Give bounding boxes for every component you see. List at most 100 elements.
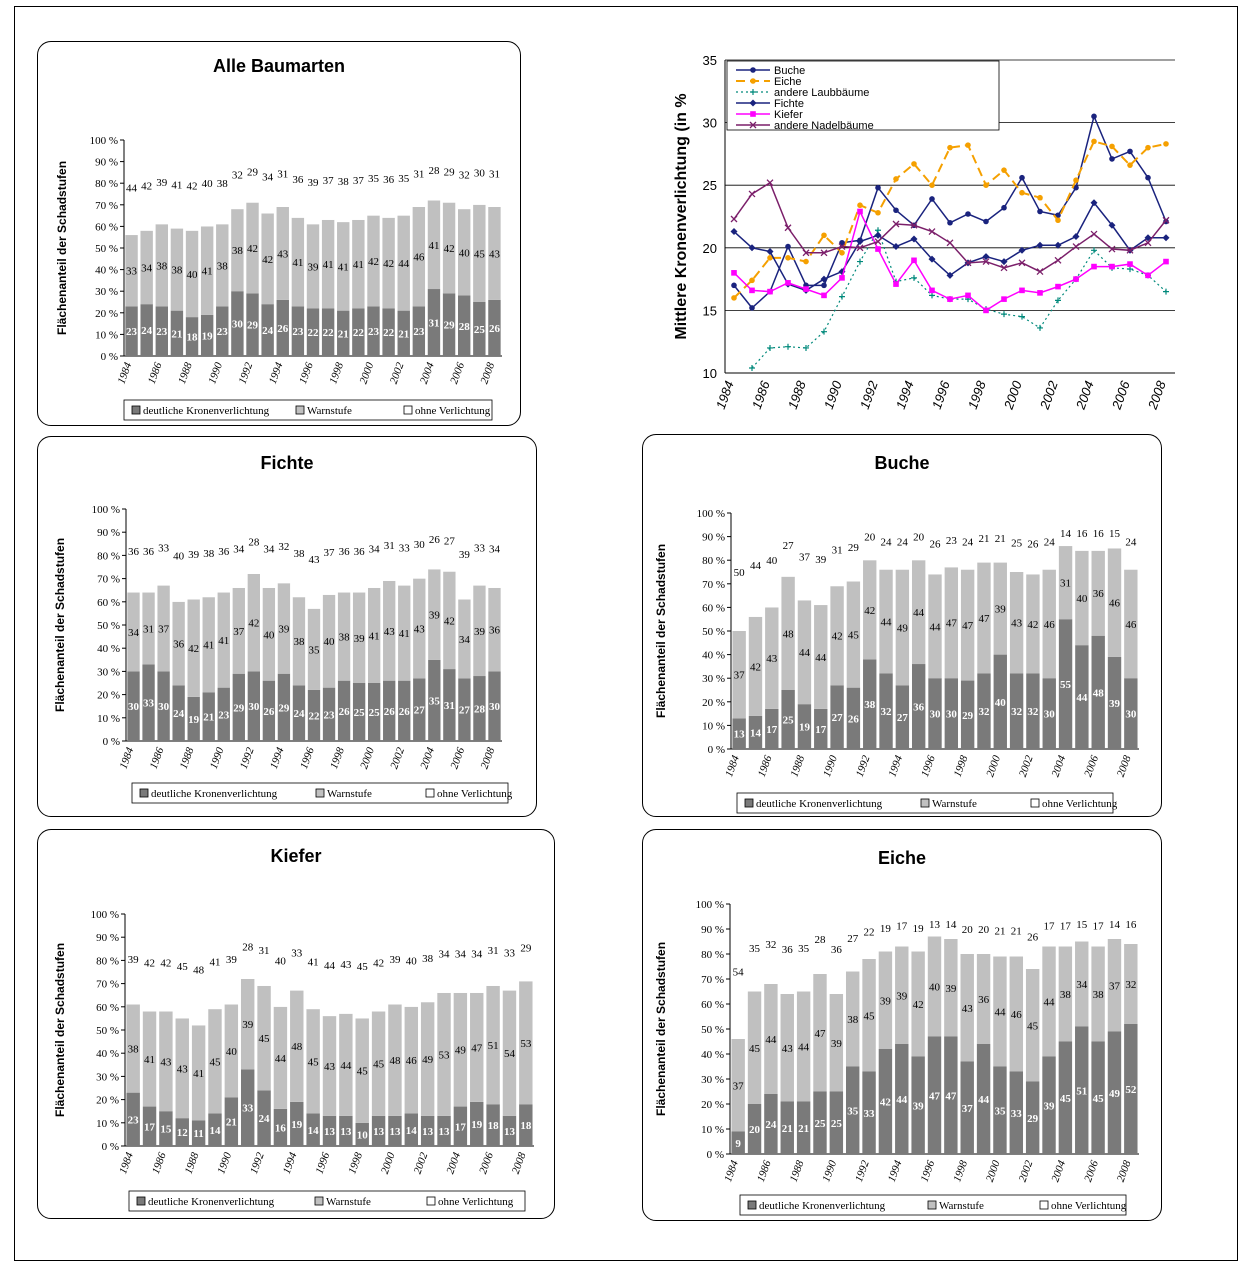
bar-deutlich [187,696,200,741]
data-label: 26 [277,323,289,335]
bar-deutlich [473,302,486,356]
x-tick-label: 2000 [1000,378,1025,412]
y-tick-label: 80 % [702,555,725,567]
y-tick-label: 0 % [708,744,725,756]
bar-warnstufe [383,580,396,681]
data-label: 38 [1060,989,1072,1001]
bar-ohne [382,140,395,218]
data-label: 29 [444,166,456,178]
data-label: 42 [913,999,924,1011]
data-label: 35 [749,943,761,955]
legend-entry: Warnstufe [932,798,977,810]
bar-ohne [352,140,365,220]
data-point [1037,194,1043,201]
data-label: 41 [209,957,220,969]
data-point [1054,256,1062,264]
data-label: 36 [831,944,843,956]
data-label: 27 [897,712,909,724]
data-label: 32 [881,706,893,718]
data-label: 19 [291,1119,303,1131]
data-label: 32 [232,170,243,182]
data-label: 42 [444,243,455,255]
bar-warnstufe [1091,946,1105,1042]
data-label: 31 [413,168,424,180]
data-point [946,239,954,247]
data-label: 31 [143,623,154,635]
bar-deutlich [1009,1071,1024,1154]
data-point [820,275,828,283]
data-point [766,248,774,256]
data-label: 16 [275,1122,287,1134]
data-point [982,258,990,266]
data-label: 37 [734,670,746,682]
y-tick-label: 50 % [96,1025,119,1037]
y-tick-label: 30 % [95,286,118,298]
bar-deutlich [1058,619,1073,749]
x-tick-label: 2006 [1082,753,1101,778]
x-tick-label: 2006 [477,1150,496,1175]
data-label: 24 [259,1113,271,1125]
data-label: 41 [218,635,229,647]
bar-deutlich [927,1036,942,1154]
bar-warnstufe [1009,572,1024,674]
data-point [1162,234,1170,242]
x-tick-label: 2002 [388,360,407,385]
data-label: 42 [160,958,171,970]
data-label: 21 [398,328,409,340]
data-label: 14 [209,1125,221,1137]
bar-warnstufe [862,959,876,1072]
figure-frame [14,6,1238,1261]
bar-warnstufe [863,560,877,660]
bar-deutlich [388,1115,402,1146]
data-label: 38 [339,632,351,644]
bar-warnstufe [140,230,153,305]
y-tick-label: 0 % [101,351,118,363]
data-label: 24 [1125,536,1137,548]
bar-deutlich [453,1106,468,1146]
data-label: 41 [353,259,364,271]
legend-swatch [136,1196,146,1206]
bar-warnstufe [928,574,942,679]
data-label: 39 [389,954,401,966]
data-label: 42 [444,615,455,627]
data-label: 23 [128,1114,139,1126]
data-label: 48 [193,965,205,977]
data-point [1036,241,1044,249]
data-point [767,288,773,295]
bar-ohne [473,509,486,586]
bar-warnstufe [470,992,484,1102]
data-label: 14 [1109,919,1121,931]
data-label: 17 [896,920,908,932]
data-label: 29 [247,166,259,178]
bar-ohne [796,904,811,992]
data-label: 39 [308,177,320,189]
x-tick-label: 1986 [756,753,775,778]
legend-marker [749,99,757,107]
data-label: 35 [368,173,380,185]
data-point [910,221,918,229]
data-label: 17 [1044,920,1056,932]
bar-ohne [927,904,942,937]
x-tick-label: 1990 [821,753,840,778]
bar-deutlich [458,678,471,741]
x-tick-label: 2000 [379,1150,398,1175]
series-line [733,209,1167,312]
bar-deutlich [257,1090,271,1146]
data-point [820,249,828,257]
bar-ohne [781,513,795,577]
y-tick-label: 60 % [97,597,120,609]
data-point [821,328,827,335]
bar-deutlich [976,1044,991,1154]
bar-ohne [748,513,763,617]
bar-ohne [960,904,974,954]
y-tick-label: 15 [703,303,717,318]
bar-warnstufe [247,573,261,672]
bar-deutlich [1042,1056,1056,1154]
data-label: 45 [357,1066,369,1078]
x-tick-label: 1984 [118,745,137,770]
data-label: 39 [995,604,1007,616]
data-label: 17 [1060,920,1072,932]
legend-entry: Buche [774,65,805,77]
bar-deutlich [845,1066,860,1154]
data-label: 19 [202,330,214,342]
